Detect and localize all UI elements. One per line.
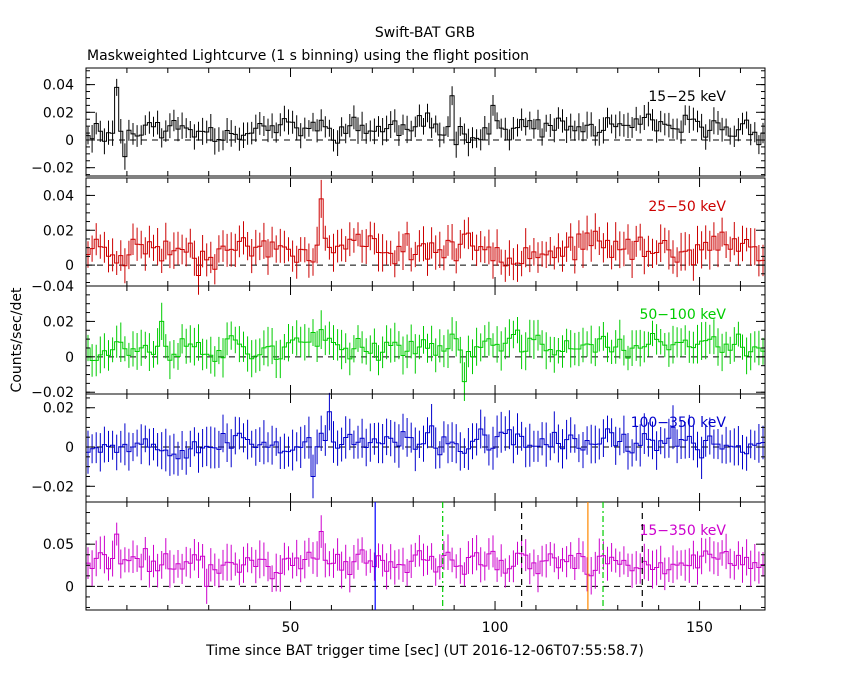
series-line-1 xyxy=(86,198,765,276)
chart-subtitle: Maskweighted Lightcurve (1 s binning) us… xyxy=(87,48,529,64)
x-tick-label-2: 150 xyxy=(686,620,713,636)
y-tick-label-3-1: 0 xyxy=(65,440,74,456)
y-tick-label-2-0: −0.04 xyxy=(31,279,74,295)
y-axis-label: Counts/sec/det xyxy=(9,287,25,392)
y-tick-label-2-1: 0.02 xyxy=(43,314,74,330)
band-label-3: 100−350 keV xyxy=(631,415,727,431)
y-tick-label-0-2: 0 xyxy=(65,133,74,149)
error-bars-4 xyxy=(87,515,764,604)
series-line-0 xyxy=(86,86,765,158)
error-bars-0 xyxy=(87,78,764,170)
band-label-0: 15−25 keV xyxy=(648,89,726,105)
y-tick-label-3-2: −0.02 xyxy=(31,479,74,495)
panel-frame-3 xyxy=(85,393,766,503)
chart-title: Swift-BAT GRB xyxy=(375,25,475,41)
y-tick-label-4-0: 0.05 xyxy=(43,537,74,553)
y-tick-label-0-0: 0.04 xyxy=(43,78,74,94)
band-label-4: 15−350 keV xyxy=(639,523,726,539)
y-tick-label-4-1: 0 xyxy=(65,579,74,595)
x-tick-label-1: 100 xyxy=(482,620,509,636)
x-tick-label-0: 50 xyxy=(282,620,300,636)
panel-frame-0 xyxy=(85,67,766,177)
band-label-2: 50−100 keV xyxy=(639,307,726,323)
panels-group: 0.04 0.02 0 −0.02 15−25 keV 0.04 0.02 0 25−50 ke… xyxy=(31,67,766,636)
error-bars-1 xyxy=(87,179,764,295)
panel-frame-4 xyxy=(85,501,766,611)
y-tick-label-2-3: −0.02 xyxy=(31,385,74,401)
y-tick-label-0-1: 0.02 xyxy=(43,105,74,121)
y-tick-label-1-1: 0.02 xyxy=(43,223,74,239)
y-tick-label-2-2: 0 xyxy=(65,350,74,366)
x-axis-label: Time since BAT trigger time [sec] (UT 20… xyxy=(205,643,644,659)
series-line-2 xyxy=(86,320,765,383)
y-tick-label-3-0: 0.02 xyxy=(43,401,74,417)
panel-frame-1 xyxy=(85,177,766,287)
y-tick-label-0-3: −0.02 xyxy=(31,161,74,177)
error-bars-3 xyxy=(87,392,764,499)
y-tick-label-1-0: 0.04 xyxy=(43,188,74,204)
series-line-4 xyxy=(86,531,765,587)
y-tick-label-1-2: 0 xyxy=(65,258,74,274)
band-label-1: 25−50 keV xyxy=(648,199,726,215)
